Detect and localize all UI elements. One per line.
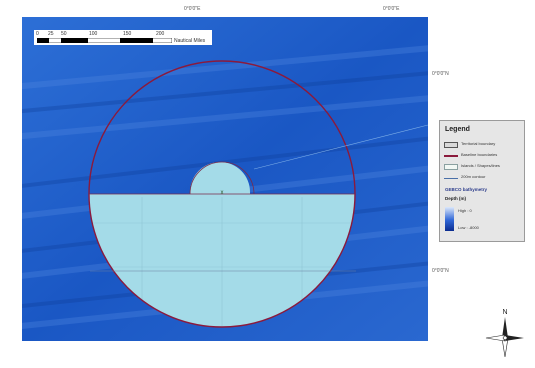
territorial-boundary-swatch bbox=[444, 142, 458, 148]
scale-tick-label: 0 bbox=[36, 31, 39, 37]
scale-tick-label: 200 bbox=[156, 31, 165, 37]
north-arrow-icon: N bbox=[485, 309, 524, 358]
legend-panel: Legend Territorial boundary Baseline bou… bbox=[439, 120, 525, 242]
legend-item-label: Islands / Shapes/lines bbox=[461, 163, 500, 168]
bathymetry-title: GEBCO bathymetry bbox=[445, 187, 488, 192]
scale-unit-label: Nautical Miles bbox=[174, 38, 206, 44]
right-coordinate-label: 0°0'0"N bbox=[432, 268, 449, 274]
scale-tick-label: 150 bbox=[123, 31, 132, 37]
islands-swatch bbox=[444, 164, 458, 170]
legend-item-label: Baseline boundaries bbox=[461, 152, 498, 157]
legend-item: Territorial boundary bbox=[444, 140, 524, 150]
legend-item: 200m contour bbox=[444, 173, 524, 183]
contour-swatch bbox=[444, 178, 458, 179]
baseline-swatch bbox=[444, 155, 458, 157]
legend-item: Islands / Shapes/lines bbox=[444, 162, 524, 172]
north-label: N bbox=[502, 309, 507, 316]
map-frame[interactable]: x 0 25 50 100 150 200 Nautical Miles bbox=[22, 17, 428, 341]
map-canvas[interactable]: x bbox=[22, 17, 428, 341]
top-coordinate-label: 0°0'0"E bbox=[184, 6, 201, 12]
depth-label: Depth (m) bbox=[445, 196, 466, 201]
scale-bar: 0 25 50 100 150 200 Nautical Miles bbox=[34, 30, 212, 45]
legend-item-label: 200m contour bbox=[461, 174, 486, 179]
legend-title: Legend bbox=[445, 126, 470, 133]
scale-tick-label: 25 bbox=[48, 31, 54, 37]
scale-tick-label: 100 bbox=[89, 31, 98, 37]
scale-tick-label: 50 bbox=[61, 31, 67, 37]
scale-bar-graphic bbox=[37, 38, 172, 43]
legend-item-label: Territorial boundary bbox=[461, 141, 496, 146]
location-marker: x bbox=[221, 190, 224, 196]
island-boundary bbox=[189, 161, 255, 195]
ramp-high-label: High : 0 bbox=[458, 208, 472, 213]
depth-color-ramp bbox=[445, 207, 454, 231]
right-coordinate-label: 0°0'0"N bbox=[432, 71, 449, 77]
legend-item: Baseline boundaries bbox=[444, 151, 524, 161]
ramp-low-label: Low : -8000 bbox=[458, 225, 479, 230]
contour-line bbox=[253, 124, 428, 170]
top-coordinate-label: 0°0'0"E bbox=[383, 6, 400, 12]
